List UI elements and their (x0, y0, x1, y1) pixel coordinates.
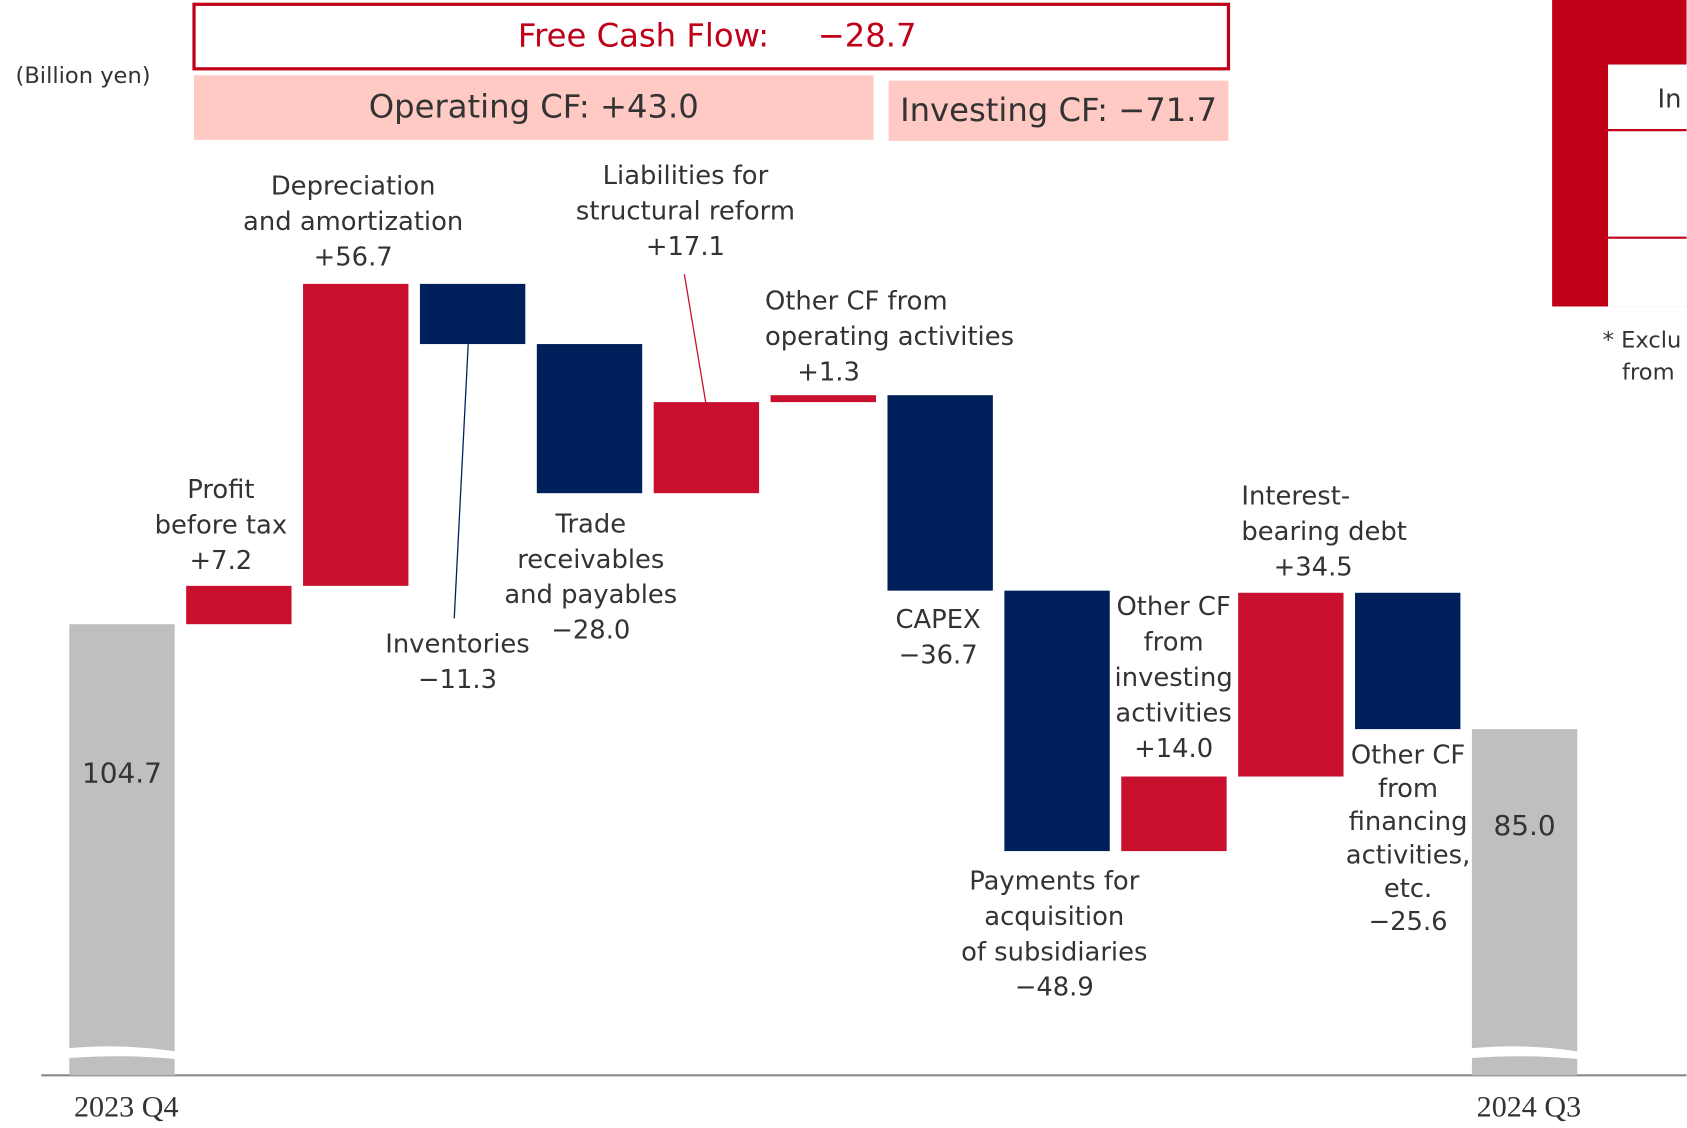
value-label: 85.0 (1493, 809, 1555, 842)
category-label: Liabilities for structural reform +17.1 (524, 158, 847, 264)
leader-line (683, 274, 707, 404)
axis-break (1469, 1046, 1580, 1060)
category-name: Depreciation and amortization (243, 170, 464, 237)
category-label-box: Other CF from operating activities +1.3 (765, 284, 1088, 390)
category-name: Trade receivables and payables (504, 508, 678, 610)
bar (1121, 776, 1227, 852)
category-label-box: Trade receivables and payables −28.0 (430, 506, 753, 648)
category-name: Profit before tax (154, 474, 288, 540)
category-label-box: Other CF from financing activities, etc.… (1247, 739, 1570, 939)
category-label-box: Payments for acquisition of subsidiaries… (893, 863, 1216, 1005)
side-panel-text: In (1658, 85, 1682, 115)
x-tick-label: 2024 Q3 (1477, 1090, 1582, 1124)
category-label-box: Liabilities for structural reform +17.1 (524, 158, 847, 264)
value-label: +17.1 (645, 231, 725, 262)
category-name: CAPEX (895, 604, 981, 635)
value-label: −28.0 (551, 615, 631, 646)
bar (186, 585, 292, 625)
category-label: Payments for acquisition of subsidiaries… (893, 863, 1216, 1005)
category-label: Profit before tax +7.2 (60, 472, 383, 578)
operating-label: Operating CF: +43.0 (369, 88, 699, 126)
category-label-box: Other CF from investing activities +14.0 (1012, 589, 1335, 766)
category-label: Other CF from investing activities +14.0 (1012, 589, 1335, 766)
fcf-box (192, 2, 1231, 71)
value-label: 104.7 (82, 756, 162, 789)
category-name: Inventories (385, 629, 530, 660)
category-label: Inventories −11.3 (296, 627, 619, 698)
category-label-box: Profit before tax +7.2 (60, 472, 383, 578)
category-label: CAPEX −36.7 (777, 602, 1100, 673)
category-name: Interest- bearing debt (1241, 480, 1407, 547)
value-label: +56.7 (313, 241, 393, 273)
side-panel-text: * Exclu (1603, 327, 1682, 353)
bar (887, 395, 993, 591)
fcf-label: Free Cash Flow: (518, 17, 769, 55)
category-label-box: Inventories −11.3 (296, 627, 619, 698)
value-label: −36.7 (898, 639, 978, 670)
bar (1355, 592, 1461, 730)
fcf-value: −28.7 (818, 17, 917, 55)
bar (419, 283, 526, 345)
category-label-box: CAPEX −36.7 (777, 602, 1100, 673)
bar (1471, 729, 1578, 1076)
value-label: +7.2 (189, 545, 253, 576)
category-label: Interest- bearing debt +34.5 (1241, 479, 1564, 585)
category-name: Other CF from investing activities (1114, 591, 1233, 728)
investing-box (888, 80, 1229, 141)
unit-label: (Billion yen) (16, 63, 151, 89)
category-label-box: Interest- bearing debt +34.5 (1241, 479, 1564, 585)
leader-line (453, 344, 469, 619)
operating-box (194, 75, 874, 140)
x-tick-label: 2023 Q4 (74, 1090, 178, 1124)
value-label: −11.3 (417, 664, 497, 695)
value-label: +14.0 (1134, 733, 1214, 764)
category-label: Depreciation and amortization +56.7 (192, 169, 515, 275)
side-panel-inner (1608, 64, 1687, 307)
category-label: Trade receivables and payables −28.0 (430, 506, 753, 648)
bar (536, 344, 643, 494)
category-name: Liabilities for structural reform (575, 160, 795, 226)
category-label-box: Depreciation and amortization +56.7 (192, 169, 515, 275)
axis-break (67, 1046, 177, 1060)
value-label: +34.5 (1273, 551, 1353, 582)
bar (303, 283, 409, 586)
category-label: Other CF from financing activities, etc.… (1247, 739, 1570, 939)
bar (1004, 590, 1110, 852)
category-name: Other CF from operating activities (765, 286, 1015, 352)
investing-label: Investing CF: −71.7 (900, 91, 1217, 129)
bar (653, 402, 760, 494)
bar (1238, 592, 1344, 777)
bar (770, 395, 876, 403)
value-label: +1.3 (797, 357, 860, 388)
category-label: Other CF from operating activities +1.3 (765, 284, 1088, 390)
value-label: −48.9 (1014, 972, 1094, 1003)
category-name: Other CF from financing activities, etc. (1345, 739, 1471, 904)
bar (69, 624, 175, 1076)
value-label: −25.6 (1368, 906, 1448, 937)
side-panel-text: from (1622, 360, 1675, 386)
category-name: Payments for acquisition of subsidiaries (961, 865, 1148, 967)
